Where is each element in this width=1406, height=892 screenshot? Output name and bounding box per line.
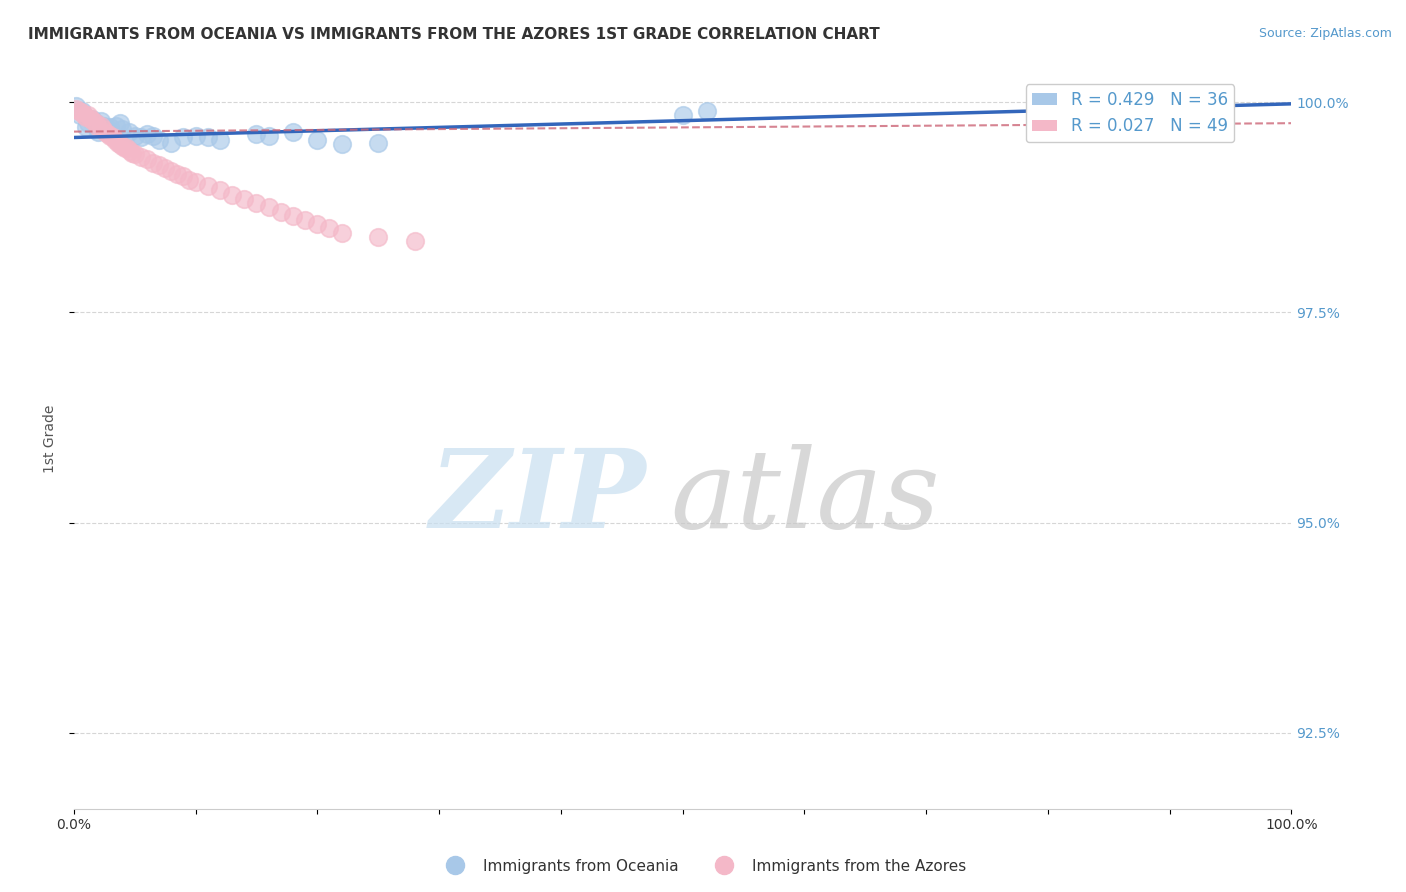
Point: [294, 213, 316, 227]
Point: [67, 103, 90, 118]
Point: [221, 187, 243, 202]
Point: [93, 119, 115, 133]
Point: [197, 130, 219, 145]
Point: [129, 150, 152, 164]
Point: [80, 112, 103, 126]
Point: [65, 99, 87, 113]
Point: [104, 133, 127, 147]
Point: [696, 103, 718, 118]
Point: [233, 192, 256, 206]
Point: [107, 136, 129, 150]
Point: [90, 119, 112, 133]
Point: [671, 108, 693, 122]
Point: [69, 108, 91, 122]
Point: [118, 144, 141, 158]
Point: [245, 196, 267, 211]
Point: [77, 108, 100, 122]
Point: [257, 128, 280, 143]
Point: [179, 172, 201, 186]
Text: Source: ZipAtlas.com: Source: ZipAtlas.com: [1258, 27, 1392, 40]
Point: [91, 122, 114, 136]
Point: [84, 116, 107, 130]
Point: [367, 136, 389, 150]
Point: [98, 120, 121, 135]
Point: [87, 125, 110, 139]
Point: [94, 125, 117, 139]
Point: [153, 161, 176, 175]
Point: [330, 226, 353, 240]
Point: [75, 120, 97, 135]
Text: atlas: atlas: [671, 444, 941, 551]
Point: [142, 155, 165, 169]
Point: [124, 128, 146, 143]
Point: [208, 133, 231, 147]
Point: [97, 127, 120, 141]
Point: [172, 169, 194, 184]
Point: [166, 167, 188, 181]
Point: [108, 137, 131, 152]
Point: [117, 141, 139, 155]
Point: [208, 184, 231, 198]
Point: [148, 133, 170, 147]
Point: [1159, 96, 1181, 111]
Point: [97, 122, 120, 136]
Point: [1182, 99, 1205, 113]
Point: [184, 175, 207, 189]
Point: [101, 130, 124, 145]
Point: [87, 120, 110, 135]
Y-axis label: 1st Grade: 1st Grade: [44, 404, 58, 473]
Text: ZIP: ZIP: [429, 444, 645, 551]
Point: [84, 116, 107, 130]
Point: [367, 229, 389, 244]
Point: [70, 105, 93, 120]
Point: [72, 103, 94, 118]
Point: [135, 127, 157, 141]
Legend: Immigrants from Oceania, Immigrants from the Azores: Immigrants from Oceania, Immigrants from…: [434, 853, 972, 880]
Point: [111, 122, 134, 136]
Point: [330, 137, 353, 152]
Point: [72, 108, 94, 122]
Point: [257, 200, 280, 214]
Point: [307, 133, 329, 147]
Point: [160, 136, 183, 150]
Point: [90, 113, 112, 128]
Point: [105, 119, 128, 133]
Point: [108, 116, 131, 130]
Point: [82, 113, 104, 128]
Point: [124, 147, 146, 161]
Point: [80, 112, 103, 126]
Point: [404, 234, 426, 248]
Point: [142, 128, 165, 143]
Point: [129, 130, 152, 145]
Point: [318, 221, 340, 235]
Point: [114, 141, 136, 155]
Point: [135, 153, 157, 167]
Point: [307, 217, 329, 231]
Point: [65, 102, 87, 116]
Point: [148, 158, 170, 172]
Point: [184, 128, 207, 143]
Point: [111, 139, 134, 153]
Point: [172, 130, 194, 145]
Point: [77, 116, 100, 130]
Point: [245, 127, 267, 141]
Point: [121, 145, 143, 160]
Text: IMMIGRANTS FROM OCEANIA VS IMMIGRANTS FROM THE AZORES 1ST GRADE CORRELATION CHAR: IMMIGRANTS FROM OCEANIA VS IMMIGRANTS FR…: [28, 27, 880, 42]
Point: [197, 179, 219, 194]
Point: [270, 204, 292, 219]
Point: [281, 125, 304, 139]
Point: [281, 209, 304, 223]
Legend: R = 0.429   N = 36, R = 0.027   N = 49: R = 0.429 N = 36, R = 0.027 N = 49: [1025, 84, 1234, 142]
Point: [98, 128, 121, 143]
Point: [75, 111, 97, 125]
Point: [160, 164, 183, 178]
Point: [117, 125, 139, 139]
